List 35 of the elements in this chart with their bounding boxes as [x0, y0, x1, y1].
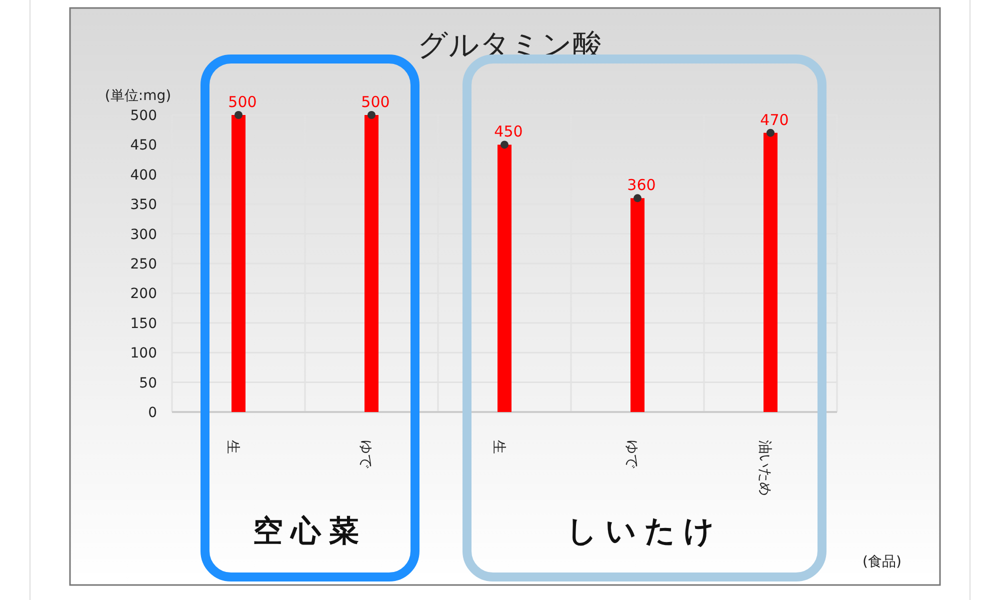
y-tick-label: 250 [130, 256, 157, 272]
text: しいたけ [566, 514, 722, 549]
point [368, 111, 376, 119]
point [234, 111, 242, 119]
data-label: 360 [627, 176, 656, 194]
y-tick-label: 50 [139, 375, 157, 392]
data-label: 500 [228, 93, 257, 111]
y-tick-label: 300 [130, 226, 157, 243]
bar [630, 198, 644, 412]
y-tick-label: 450 [130, 138, 157, 154]
y-tick-label: 0 [148, 405, 157, 421]
x-tick-label: ゆで [358, 440, 374, 469]
y-tick-label: 150 [130, 316, 157, 332]
text: 空心菜 [253, 514, 367, 549]
data-label: 450 [494, 122, 523, 141]
bar [364, 115, 378, 412]
x-tick-label: 生 [490, 440, 507, 454]
y-tick-label: 400 [130, 167, 157, 184]
y-tick-label: 350 [130, 197, 157, 214]
x-tick-label: 生 [224, 440, 241, 454]
point [766, 128, 774, 137]
point [634, 194, 642, 202]
bar [232, 115, 246, 412]
x-axis-title: (食品) [862, 554, 902, 570]
x-tick-label: ゆで [624, 440, 640, 469]
point [500, 140, 508, 149]
y-axis-title: (単位:mg) [104, 88, 172, 104]
x-tick-label: 油いため [756, 440, 773, 496]
bar [498, 144, 512, 412]
data-label: 500 [361, 93, 390, 111]
data-label: 470 [760, 110, 789, 129]
y-tick-label: 500 [130, 108, 157, 124]
bar [764, 132, 778, 412]
y-tick-label: 100 [130, 346, 157, 362]
y-tick-label: 200 [130, 286, 157, 302]
